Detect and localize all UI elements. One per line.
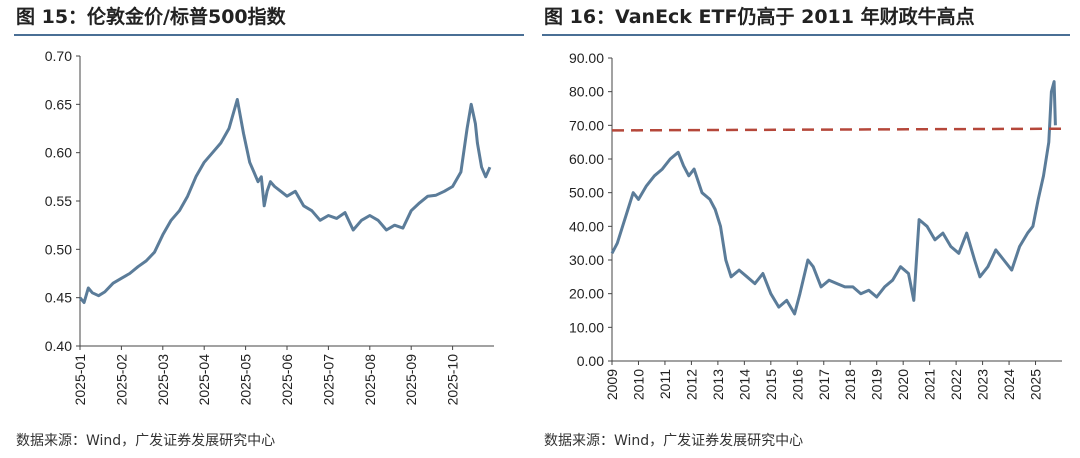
right-chart-x-tick-label: 2019 [869, 369, 885, 400]
right-chart-x-tick-label: 2018 [842, 369, 858, 400]
right-chart-x-tick-label: 2016 [789, 369, 805, 400]
left-chart-x-tick-label: 2025-09 [403, 354, 419, 406]
right-chart-x-tick-label: 2009 [604, 369, 620, 400]
left-chart-x-tick-label: 2025-03 [155, 354, 171, 406]
left-chart-y-tick-label: 0.70 [45, 48, 72, 64]
right-chart-x-tick-label: 2014 [736, 369, 752, 400]
left-chart-title: 图 15：伦敦金价/标普500指数 [16, 6, 286, 28]
right-chart-x-tick-label: 2021 [922, 369, 938, 400]
right-chart-y-tick-label: 40.00 [569, 218, 604, 234]
left-source-note: 数据来源：Wind，广发证券发展研究中心 [16, 433, 276, 449]
left-chart-y-tick-label: 0.45 [45, 290, 72, 306]
right-chart-x-tick-label: 2015 [763, 369, 779, 400]
right-chart-x-tick-label: 2025 [1028, 369, 1044, 400]
right-chart-y-tick-label: 70.00 [569, 117, 604, 133]
right-chart-y-tick-label: 10.00 [569, 319, 604, 335]
left-chart-x-tick-label: 2025-08 [362, 354, 378, 406]
right-chart-y-tick-label: 30.00 [569, 252, 604, 268]
right-chart-x-tick-label: 2013 [710, 369, 726, 400]
right-chart-y-tick-label: 50.00 [569, 185, 604, 201]
right-chart-y-tick-label: 20.00 [569, 286, 604, 302]
left-chart-y-tick-label: 0.40 [45, 338, 72, 354]
left-chart-x-tick-label: 2025-06 [279, 354, 295, 406]
right-chart-y-tick-label: 80.00 [569, 84, 604, 100]
left-chart-y-tick-label: 0.60 [45, 145, 72, 161]
left-chart-y-tick-label: 0.55 [45, 193, 72, 209]
right-chart-x-tick-label: 2022 [948, 369, 964, 400]
left-chart-y-tick-label: 0.65 [45, 96, 72, 112]
right-chart-title: 图 16：VanEck ETF仍高于 2011 年财政牛高点 [544, 6, 975, 28]
right-chart-x-tick-label: 2011 [657, 369, 673, 399]
right-chart-x-tick-label: 2020 [895, 369, 911, 400]
right-chart-reference-line [611, 127, 1063, 132]
right-title-rule [542, 34, 1070, 36]
left-title-rule [14, 34, 524, 36]
left-chart-x-tick-label: 2025-04 [196, 354, 212, 406]
right-chart-x-tick-label: 2017 [816, 369, 832, 400]
left-chart-x-tick-label: 2025-05 [238, 354, 254, 406]
right-chart-series-line [610, 80, 1057, 316]
right-chart-x-tick-label: 2012 [683, 369, 699, 400]
left-chart-x-tick-label: 2025-02 [113, 354, 129, 406]
left-chart-x-tick-label: 2025-01 [72, 354, 88, 406]
right-source-note: 数据来源：Wind，广发证券发展研究中心 [544, 433, 804, 449]
right-chart-x-tick-label: 2024 [1001, 369, 1017, 400]
right-chart-y-tick-label: 60.00 [569, 151, 604, 167]
left-chart-y-tick-label: 0.50 [45, 241, 72, 257]
right-chart-x-tick-label: 2010 [630, 369, 646, 400]
right-chart-x-tick-label: 2023 [975, 369, 991, 400]
left-chart-x-tick-label: 2025-07 [320, 354, 336, 406]
right-chart-y-tick-label: 90.00 [569, 50, 604, 66]
left-chart-x-tick-label: 2025-10 [445, 354, 461, 406]
left-chart-series-line [78, 98, 492, 304]
right-chart-y-tick-label: 0.00 [577, 353, 604, 369]
